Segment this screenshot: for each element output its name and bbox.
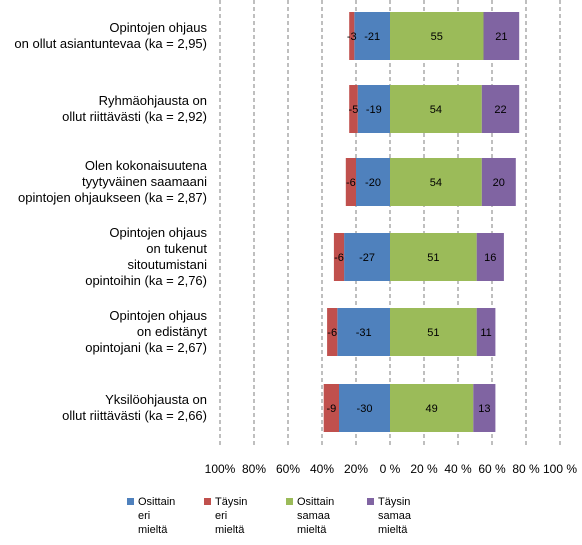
category-label: Opintojen ohjaus on edistänyt opintojani… bbox=[85, 308, 207, 355]
bar-segment bbox=[344, 233, 390, 281]
data-label: 54 bbox=[430, 177, 442, 189]
category-label: Olen kokonaisuutena tyytyväinen saamaani… bbox=[18, 158, 207, 205]
data-label: 13 bbox=[478, 403, 490, 415]
legend-label: Täysin eri mieltä bbox=[215, 496, 248, 536]
legend-swatch bbox=[286, 498, 293, 505]
data-label: 54 bbox=[430, 104, 442, 116]
bar-segment bbox=[349, 12, 355, 60]
data-label: -30 bbox=[357, 403, 373, 415]
bar-segment bbox=[481, 158, 516, 206]
data-label: -6 bbox=[334, 252, 344, 264]
bar-segment bbox=[476, 308, 496, 356]
bar-segment bbox=[390, 12, 484, 60]
data-label: 20 bbox=[493, 177, 505, 189]
category-label: Yksilöohjausta on ollut riittävästi (ka … bbox=[62, 392, 207, 423]
data-label: 51 bbox=[427, 252, 439, 264]
data-label: -9 bbox=[326, 403, 336, 415]
bar-segment bbox=[357, 85, 390, 133]
bar-segment bbox=[390, 233, 477, 281]
bar-segment bbox=[337, 308, 390, 356]
legend-swatch bbox=[367, 498, 374, 505]
x-tick-label: 100 % bbox=[543, 462, 577, 476]
bar-segment bbox=[390, 158, 482, 206]
legend-label: Osittain eri mieltä bbox=[138, 496, 176, 536]
bar-segment bbox=[349, 85, 358, 133]
bar-segment bbox=[354, 12, 390, 60]
data-label: -21 bbox=[364, 31, 380, 43]
bar-segment bbox=[476, 233, 504, 281]
bar-segment bbox=[390, 85, 482, 133]
bars: -21 -3 55 21 -19 -5 54 22 -20 -6 54 20 -27 -6 51 16 -31 -… bbox=[323, 12, 520, 432]
bar-segment bbox=[481, 85, 520, 133]
data-label: 49 bbox=[426, 403, 438, 415]
bar-segment bbox=[390, 384, 474, 432]
x-tick-label: 40% bbox=[310, 462, 334, 476]
data-label: -31 bbox=[356, 327, 372, 339]
data-label: -19 bbox=[366, 104, 382, 116]
bar-segment bbox=[323, 384, 339, 432]
legend-label: Täysin samaa mieltä bbox=[378, 496, 412, 536]
x-tick-label: 20 % bbox=[410, 462, 438, 476]
bar-segment bbox=[345, 158, 356, 206]
category-label: Ryhmäohjausta on ollut riittävästi (ka =… bbox=[62, 93, 207, 124]
x-tick-label: 60 % bbox=[478, 462, 506, 476]
x-tick-label: 100% bbox=[205, 462, 236, 476]
category-label: Opintojen ohjaus on tukenut sitoutumista… bbox=[85, 225, 207, 288]
gridlines bbox=[219, 0, 561, 448]
x-tick-label: 20% bbox=[344, 462, 368, 476]
bar-segment bbox=[473, 384, 496, 432]
data-label: 55 bbox=[431, 31, 443, 43]
data-label: -6 bbox=[346, 177, 356, 189]
x-tick-label: 0 % bbox=[380, 462, 401, 476]
legend: Osittain eri mieltä Täysin eri mieltä Osit… bbox=[0, 495, 582, 536]
x-tick-label: 80% bbox=[242, 462, 266, 476]
data-label: 16 bbox=[484, 252, 496, 264]
legend-swatch bbox=[204, 498, 211, 505]
data-label: -5 bbox=[349, 104, 359, 116]
x-tick-label: 80 % bbox=[512, 462, 540, 476]
bar-segment bbox=[339, 384, 390, 432]
x-tick-label: 40 % bbox=[444, 462, 472, 476]
bar-segment bbox=[390, 308, 477, 356]
x-axis-ticks: 100% 80% 60% 40% 20% 0 % 20 % 40 % 60 % 80 % 100 % bbox=[205, 462, 578, 476]
data-label: 21 bbox=[495, 31, 507, 43]
legend-label: Osittain samaa mieltä bbox=[297, 496, 335, 536]
data-label: -6 bbox=[327, 327, 337, 339]
data-label: -27 bbox=[359, 252, 375, 264]
bar-segment bbox=[327, 308, 338, 356]
x-tick-label: 60% bbox=[276, 462, 300, 476]
data-label: 11 bbox=[480, 327, 491, 339]
legend-swatch bbox=[127, 498, 134, 505]
data-label: -3 bbox=[347, 31, 357, 43]
bar-segment bbox=[333, 233, 345, 281]
bar-segment bbox=[356, 158, 390, 206]
data-label: 22 bbox=[494, 104, 506, 116]
data-label: -20 bbox=[365, 177, 381, 189]
category-label: Opintojen ohjaus on ollut asiantuntevaa … bbox=[14, 20, 207, 51]
data-label: 51 bbox=[427, 327, 439, 339]
bar-segment bbox=[483, 12, 520, 60]
